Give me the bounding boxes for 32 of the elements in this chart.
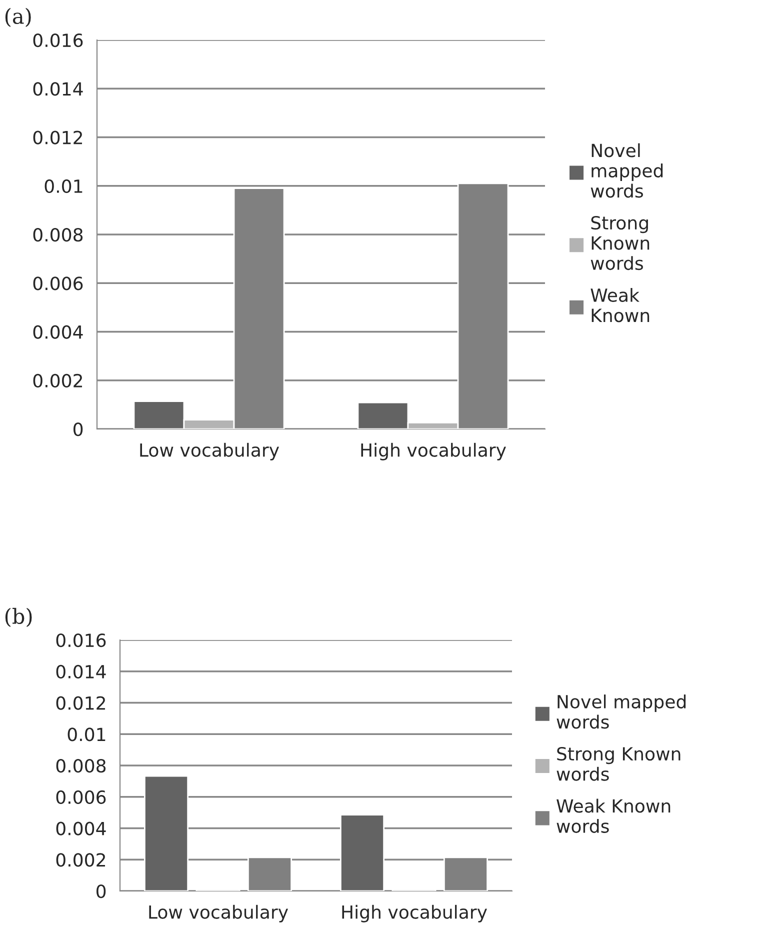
y-tick-label: 0.004	[56, 822, 106, 836]
x-tick-label: High vocabulary	[361, 442, 506, 460]
y-tick-label: 0.01	[44, 179, 82, 193]
bar	[144, 775, 189, 891]
legend-label: Strong Known words	[590, 216, 650, 270]
y-tick-label: 0.014	[56, 664, 106, 678]
y-tick-label: 0.01	[68, 728, 106, 742]
y-tick-label: 0.016	[56, 633, 106, 648]
y-tick-label: 0.012	[56, 696, 105, 710]
y-tick-label: 0.014	[33, 82, 83, 96]
x-tick-label: Low vocabulary	[140, 442, 280, 460]
bar	[340, 814, 385, 891]
y-tick-label: 0.008	[56, 758, 106, 773]
legend-label: Strong Known words	[556, 746, 680, 781]
y-tick-label: 0.002	[56, 853, 105, 867]
y-tick-label: 0.004	[33, 325, 83, 339]
legend-label: Weak Known words	[556, 798, 670, 833]
chart-title: (a)	[5, 8, 31, 27]
y-tick-label: 0.002	[33, 374, 82, 388]
y-tick-label: 0.006	[56, 790, 106, 804]
legend-label: Novel mapped words	[590, 143, 663, 198]
y-tick-label: 0	[96, 884, 106, 898]
chart-title: (b)	[5, 608, 32, 627]
y-tick-label: 0.006	[33, 276, 83, 290]
legend-label: Weak Known	[590, 288, 650, 322]
legend-label: Novel mapped words	[556, 694, 686, 729]
x-tick-label: Low vocabulary	[149, 904, 288, 922]
y-tick-label: 0.012	[33, 130, 82, 144]
x-tick-label: High vocabulary	[342, 904, 487, 922]
y-tick-label: 0.008	[33, 228, 83, 242]
y-tick-label: 0.016	[33, 33, 83, 48]
y-tick-label: 0	[74, 422, 83, 436]
